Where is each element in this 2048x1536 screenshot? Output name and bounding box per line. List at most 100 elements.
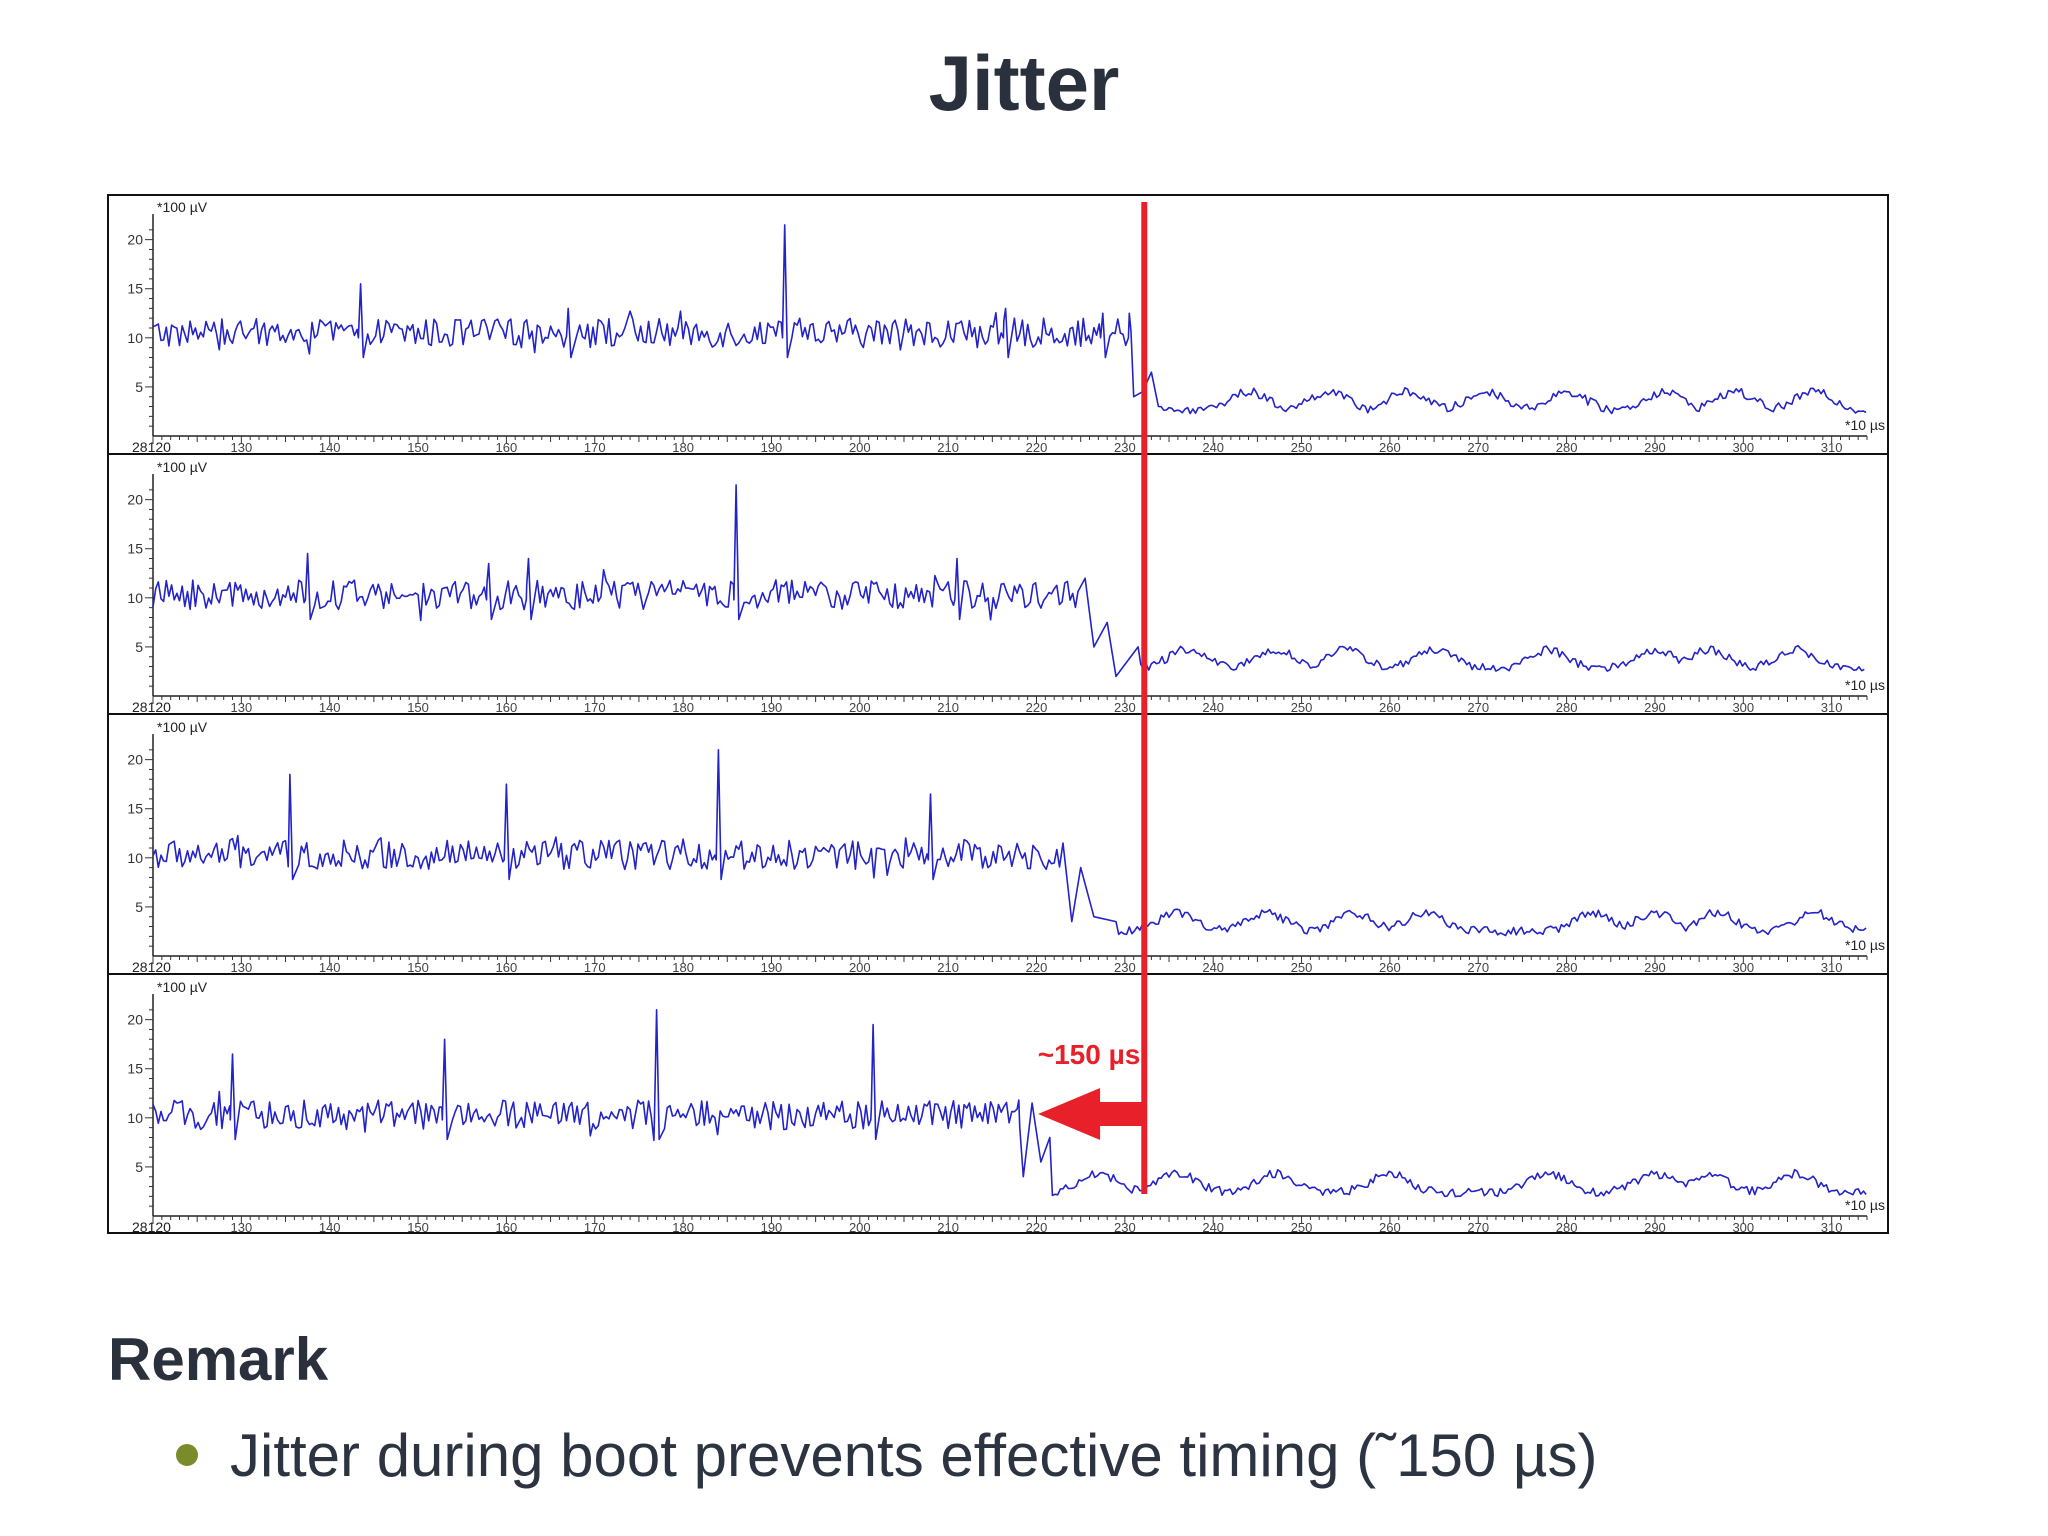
x-tick-label: 220: [1026, 440, 1048, 455]
x-unit-label: *10 µs: [1845, 937, 1885, 953]
x-tick-label: 200: [849, 700, 871, 715]
x-tick-label: 190: [761, 1220, 783, 1234]
y-tick-label: 15: [127, 281, 143, 297]
x-origin-label: 28120: [132, 439, 171, 455]
x-tick-label: 250: [1291, 440, 1313, 455]
x-tick-label: 160: [496, 440, 518, 455]
x-unit-label: *10 µs: [1845, 417, 1885, 433]
x-tick-label: 150: [407, 1220, 429, 1234]
x-tick-label: 310: [1821, 440, 1843, 455]
x-tick-label: 130: [230, 440, 252, 455]
x-tick-label: 300: [1732, 700, 1754, 715]
x-tick-label: 130: [230, 700, 252, 715]
slide-title: Jitter: [928, 39, 1120, 127]
y-tick-label: 5: [135, 899, 143, 915]
x-origin-label: 28120: [132, 699, 171, 715]
signal-trace-2: [152, 484, 1865, 678]
jitter-arrow: [1038, 1088, 1143, 1140]
x-tick-label: 220: [1026, 960, 1048, 975]
x-tick-label: 160: [496, 960, 518, 975]
y-tick-label: 20: [127, 752, 143, 768]
scope-panel-1: 5 10 15 20 130 140 150 160 170 180 190 200 210 220 230…: [127, 199, 1885, 455]
x-tick-label: 270: [1467, 700, 1489, 715]
y-tick-label: 15: [127, 801, 143, 817]
y-tick-label: 10: [127, 330, 143, 346]
x-tick-label: 140: [319, 960, 341, 975]
x-tick-label: 140: [319, 700, 341, 715]
y-tick-label: 5: [135, 379, 143, 395]
x-tick-label: 250: [1291, 1220, 1313, 1234]
scope-panel-3: 5 10 15 20 130 140 150 160 170 180 190 200 210 220 230…: [107, 713, 1889, 975]
x-tick-label: 190: [761, 700, 783, 715]
x-tick-label: 300: [1732, 440, 1754, 455]
y-tick-label: 20: [127, 1012, 143, 1028]
x-tick-label: 210: [937, 440, 959, 455]
x-unit-label: *10 µs: [1845, 677, 1885, 693]
y-unit-label: *100 µV: [157, 199, 208, 215]
x-tick-label: 170: [584, 1220, 606, 1234]
x-tick-label: 200: [849, 1220, 871, 1234]
x-tick-label: 210: [937, 700, 959, 715]
x-tick-label: 140: [319, 1220, 341, 1234]
x-tick-label: 270: [1467, 1220, 1489, 1234]
bullet-dot-icon: [176, 1444, 198, 1466]
x-tick-label: 180: [672, 960, 694, 975]
x-tick-label: 220: [1026, 700, 1048, 715]
x-tick-label: 230: [1114, 1220, 1136, 1234]
x-tick-label: 230: [1114, 700, 1136, 715]
signal-trace-4: [152, 1009, 1867, 1198]
scope-panel-4: 5 10 15 20 130 140 150 160 170 180 190 200 210 220 230…: [107, 973, 1889, 1234]
y-tick-label: 10: [127, 590, 143, 606]
x-tick-label: 140: [319, 440, 341, 455]
y-tick-label: 20: [127, 232, 143, 248]
x-tick-label: 300: [1732, 960, 1754, 975]
x-tick-label: 200: [849, 960, 871, 975]
x-tick-label: 280: [1556, 960, 1578, 975]
x-tick-label: 240: [1202, 700, 1224, 715]
x-tick-label: 150: [407, 440, 429, 455]
signal-trace-1: [152, 224, 1867, 415]
x-tick-label: 270: [1467, 960, 1489, 975]
x-tick-label: 230: [1114, 960, 1136, 975]
x-tick-label: 260: [1379, 700, 1401, 715]
x-tick-label: 130: [230, 960, 252, 975]
x-tick-label: 290: [1644, 700, 1666, 715]
y-tick-label: 10: [127, 850, 143, 866]
x-tick-label: 130: [230, 1220, 252, 1234]
x-tick-label: 210: [937, 1220, 959, 1234]
x-tick-label: 160: [496, 1220, 518, 1234]
remark-heading: Remark: [108, 1326, 329, 1393]
y-unit-label: *100 µV: [157, 979, 208, 995]
x-tick-label: 190: [761, 960, 783, 975]
x-tick-label: 170: [584, 440, 606, 455]
y-tick-label: 15: [127, 1061, 143, 1077]
x-origin-label: 28120: [132, 959, 171, 975]
y-tick-label: 20: [127, 492, 143, 508]
x-tick-label: 180: [672, 700, 694, 715]
x-tick-label: 280: [1556, 1220, 1578, 1234]
x-tick-label: 290: [1644, 960, 1666, 975]
x-tick-label: 230: [1114, 440, 1136, 455]
x-tick-label: 240: [1202, 440, 1224, 455]
x-tick-label: 170: [584, 700, 606, 715]
x-tick-label: 310: [1821, 960, 1843, 975]
scope-panel-2: 5 10 15 20 130 140 150 160 170 180 190 200 210 220 230…: [107, 453, 1889, 715]
x-tick-label: 150: [407, 960, 429, 975]
x-tick-label: 180: [672, 1220, 694, 1234]
x-tick-label: 300: [1732, 1220, 1754, 1234]
x-tick-label: 150: [407, 700, 429, 715]
x-tick-label: 260: [1379, 440, 1401, 455]
x-tick-label: 170: [584, 960, 606, 975]
x-tick-label: 180: [672, 440, 694, 455]
signal-trace-3: [152, 749, 1867, 937]
y-tick-label: 15: [127, 541, 143, 557]
x-tick-label: 280: [1556, 700, 1578, 715]
x-tick-label: 260: [1379, 960, 1401, 975]
remark-bullet-text: Jitter during boot prevents effective ti…: [230, 1422, 1598, 1489]
x-tick-label: 200: [849, 440, 871, 455]
x-tick-label: 290: [1644, 1220, 1666, 1234]
x-tick-label: 250: [1291, 960, 1313, 975]
x-tick-label: 290: [1644, 440, 1666, 455]
y-tick-label: 10: [127, 1110, 143, 1126]
x-tick-label: 250: [1291, 700, 1313, 715]
